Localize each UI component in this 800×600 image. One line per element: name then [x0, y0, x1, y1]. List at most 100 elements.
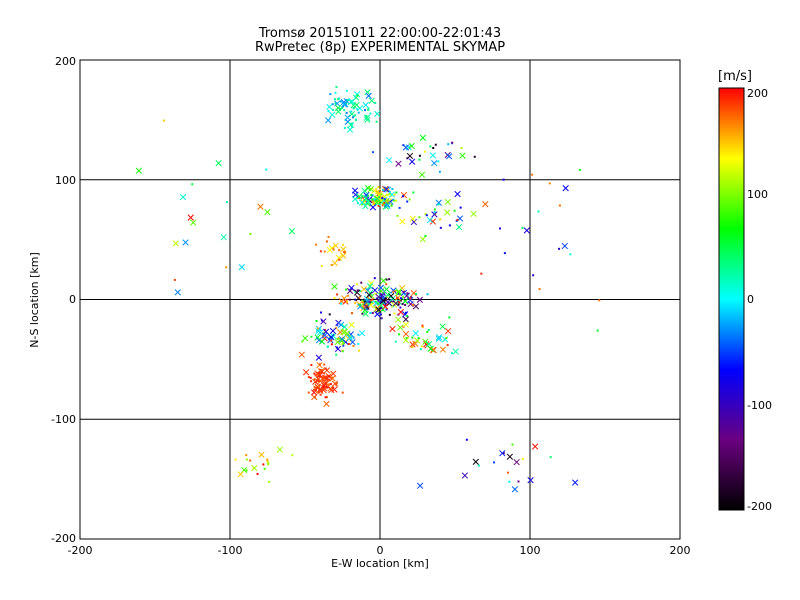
data-point-dot [373, 277, 376, 280]
data-point-dot [451, 141, 454, 144]
data-point-dot [397, 303, 400, 306]
grid-lines [80, 60, 680, 539]
data-point-dot [339, 100, 342, 103]
data-point-x [321, 332, 328, 339]
data-point-dot [401, 195, 404, 198]
data-point-x [402, 144, 410, 151]
data-point-dot [558, 204, 561, 207]
data-point-dot [327, 110, 330, 113]
data-point-dot [343, 109, 346, 112]
data-point-x [311, 393, 318, 401]
data-point-x [426, 216, 434, 224]
data-point-dot [361, 312, 364, 315]
data-point-dot [385, 308, 388, 311]
data-point-dot [324, 396, 327, 399]
data-point-x [390, 287, 397, 294]
data-point-dot [377, 204, 380, 207]
data-point-dot [361, 195, 364, 198]
data-point-dot [366, 308, 369, 311]
data-point-x [362, 101, 369, 109]
data-point-x [276, 446, 284, 453]
data-point-x [461, 472, 469, 479]
data-point-x [327, 334, 335, 341]
data-point-x [459, 152, 466, 159]
data-point-dot [380, 296, 383, 299]
data-point-dot [367, 107, 370, 110]
data-point-x [513, 458, 520, 466]
data-point-dot [316, 373, 319, 376]
data-point-x [348, 321, 355, 328]
data-point-dot [364, 109, 367, 112]
data-point-dot [329, 93, 332, 96]
data-point-x [444, 198, 451, 206]
data-point-dot [234, 458, 237, 461]
data-point-x [220, 234, 227, 241]
data-point-dot [377, 190, 380, 193]
colorbar-tick-label: -200 [747, 500, 772, 513]
data-point-x [264, 209, 271, 216]
data-point-x [346, 334, 354, 341]
data-point-dot [401, 303, 404, 306]
data-point-dot [418, 154, 421, 157]
data-point-dot [411, 346, 414, 349]
data-point-dot [335, 326, 338, 329]
data-point-dot [330, 264, 333, 267]
data-point-dot [332, 248, 335, 251]
data-point-dot [335, 85, 338, 88]
data-point-dot [265, 168, 268, 171]
data-point-dot [245, 469, 248, 472]
data-point-dot [339, 107, 342, 110]
data-point-x [325, 117, 332, 124]
data-point-dot [418, 216, 421, 219]
data-point-dot [433, 210, 436, 213]
data-point-dot [402, 295, 405, 298]
y-tick-label: 0 [69, 293, 76, 306]
data-point-x [326, 103, 333, 110]
data-point-x [431, 211, 438, 218]
data-point-x [312, 378, 319, 385]
data-point-x [416, 482, 424, 489]
data-point-dot [345, 111, 348, 114]
data-point-x [523, 227, 530, 234]
data-point-dot [357, 333, 360, 336]
data-point-dot [521, 457, 524, 460]
data-point-dot [310, 364, 313, 367]
data-point-x [347, 121, 355, 129]
data-point-dot [421, 324, 424, 327]
data-point-dot [381, 189, 384, 192]
data-point-dot [424, 213, 427, 216]
data-point-dot [374, 101, 377, 104]
data-point-dot [360, 281, 363, 284]
data-point-dot [372, 200, 375, 203]
data-point-dot [453, 209, 456, 212]
colorbar-label: [m/s] [718, 69, 752, 84]
data-point-x [366, 283, 374, 290]
data-point-dot [394, 290, 397, 293]
data-point-x [389, 325, 396, 333]
data-point-dot [446, 344, 449, 347]
data-point-dot [352, 116, 355, 119]
data-point-x [340, 98, 348, 106]
data-point-dot [345, 89, 348, 92]
x-tick-label: -200 [68, 544, 93, 557]
data-point-dot [357, 111, 360, 114]
data-point-dot [249, 232, 252, 235]
data-point-x [402, 330, 410, 338]
data-point-dot [377, 185, 380, 188]
data-point-dot [245, 454, 248, 457]
data-point-x [380, 277, 387, 284]
data-point-x [329, 111, 336, 118]
data-point-dot [249, 459, 252, 462]
data-point-x [340, 252, 347, 259]
data-point-dot [225, 201, 228, 204]
data-point-x [385, 198, 392, 205]
data-point-dot [340, 302, 343, 305]
data-point-x [323, 367, 331, 374]
data-point-dot [371, 301, 374, 304]
data-point-dot [381, 204, 384, 207]
data-point-x [338, 335, 346, 343]
data-point-dot [549, 456, 552, 459]
data-point-dot [403, 293, 406, 296]
data-point-x [335, 254, 343, 261]
data-point-dot [354, 290, 357, 293]
